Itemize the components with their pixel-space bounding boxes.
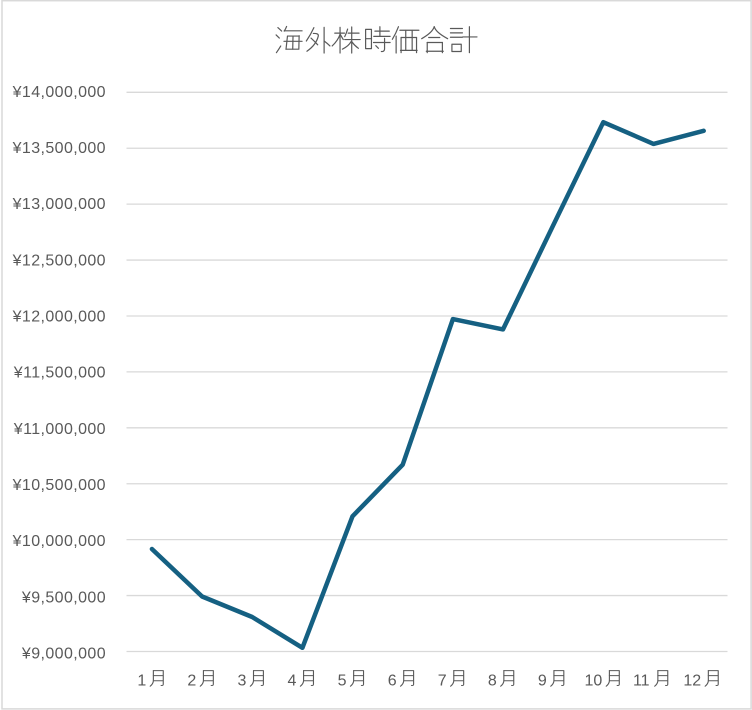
- svg-text:8: 8: [488, 673, 497, 690]
- svg-text:¥13,500,000: ¥13,500,000: [12, 140, 106, 157]
- svg-text:¥12,500,000: ¥12,500,000: [12, 252, 106, 269]
- svg-text:7: 7: [438, 673, 447, 690]
- svg-text:¥9,500,000: ¥9,500,000: [21, 589, 106, 606]
- svg-text:3: 3: [237, 673, 246, 690]
- svg-text:5: 5: [338, 673, 347, 690]
- svg-text:¥14,000,000: ¥14,000,000: [12, 84, 106, 101]
- svg-text:2: 2: [187, 673, 196, 690]
- svg-text:¥10,500,000: ¥10,500,000: [12, 477, 106, 494]
- svg-text:¥11,500,000: ¥11,500,000: [13, 365, 106, 382]
- svg-text:¥13,000,000: ¥13,000,000: [12, 196, 106, 213]
- svg-text:10: 10: [584, 673, 602, 690]
- svg-text:4: 4: [288, 673, 297, 690]
- svg-text:¥11,000,000: ¥11,000,000: [13, 421, 106, 438]
- svg-text:¥9,000,000: ¥9,000,000: [21, 645, 106, 662]
- svg-text:¥12,000,000: ¥12,000,000: [12, 309, 106, 326]
- svg-text:11: 11: [633, 673, 650, 690]
- svg-text:6: 6: [388, 673, 397, 690]
- svg-text:9: 9: [538, 673, 547, 690]
- svg-text:12: 12: [683, 673, 701, 690]
- svg-text:1: 1: [137, 673, 146, 690]
- svg-text:¥10,000,000: ¥10,000,000: [12, 533, 106, 550]
